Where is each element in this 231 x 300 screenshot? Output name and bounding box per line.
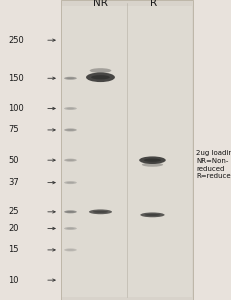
Text: 75: 75: [8, 125, 19, 134]
Ellipse shape: [66, 160, 75, 161]
Ellipse shape: [91, 75, 110, 80]
Text: 100: 100: [8, 104, 24, 113]
Ellipse shape: [66, 182, 75, 183]
Ellipse shape: [139, 156, 166, 164]
Ellipse shape: [145, 214, 160, 216]
Text: 250: 250: [8, 36, 24, 45]
Ellipse shape: [66, 129, 75, 130]
Bar: [61, 0, 193, 300]
Ellipse shape: [64, 227, 77, 230]
Ellipse shape: [64, 159, 77, 162]
Text: 10: 10: [8, 276, 18, 285]
Text: 20: 20: [8, 224, 18, 233]
Ellipse shape: [64, 77, 77, 80]
Text: 15: 15: [8, 245, 18, 254]
Ellipse shape: [66, 228, 75, 229]
Ellipse shape: [89, 209, 112, 214]
Text: 50: 50: [8, 156, 18, 165]
Bar: [62, 6, 192, 297]
Text: 2ug loading
NR=Non-
reduced
R=reduced: 2ug loading NR=Non- reduced R=reduced: [196, 150, 231, 179]
Text: NR: NR: [93, 0, 108, 8]
Ellipse shape: [64, 128, 77, 131]
Ellipse shape: [66, 78, 75, 79]
Text: 37: 37: [8, 178, 19, 187]
Ellipse shape: [66, 108, 75, 109]
Text: 150: 150: [8, 74, 24, 83]
Ellipse shape: [140, 212, 164, 217]
Ellipse shape: [142, 163, 163, 167]
Ellipse shape: [90, 68, 111, 73]
Ellipse shape: [66, 249, 75, 250]
Text: 25: 25: [8, 207, 18, 216]
Ellipse shape: [66, 211, 75, 212]
Ellipse shape: [144, 158, 161, 162]
Ellipse shape: [64, 248, 77, 251]
Ellipse shape: [64, 181, 77, 184]
Ellipse shape: [64, 107, 77, 110]
Ellipse shape: [64, 210, 77, 213]
Ellipse shape: [86, 73, 115, 82]
Text: R: R: [150, 0, 157, 8]
Ellipse shape: [93, 211, 108, 213]
